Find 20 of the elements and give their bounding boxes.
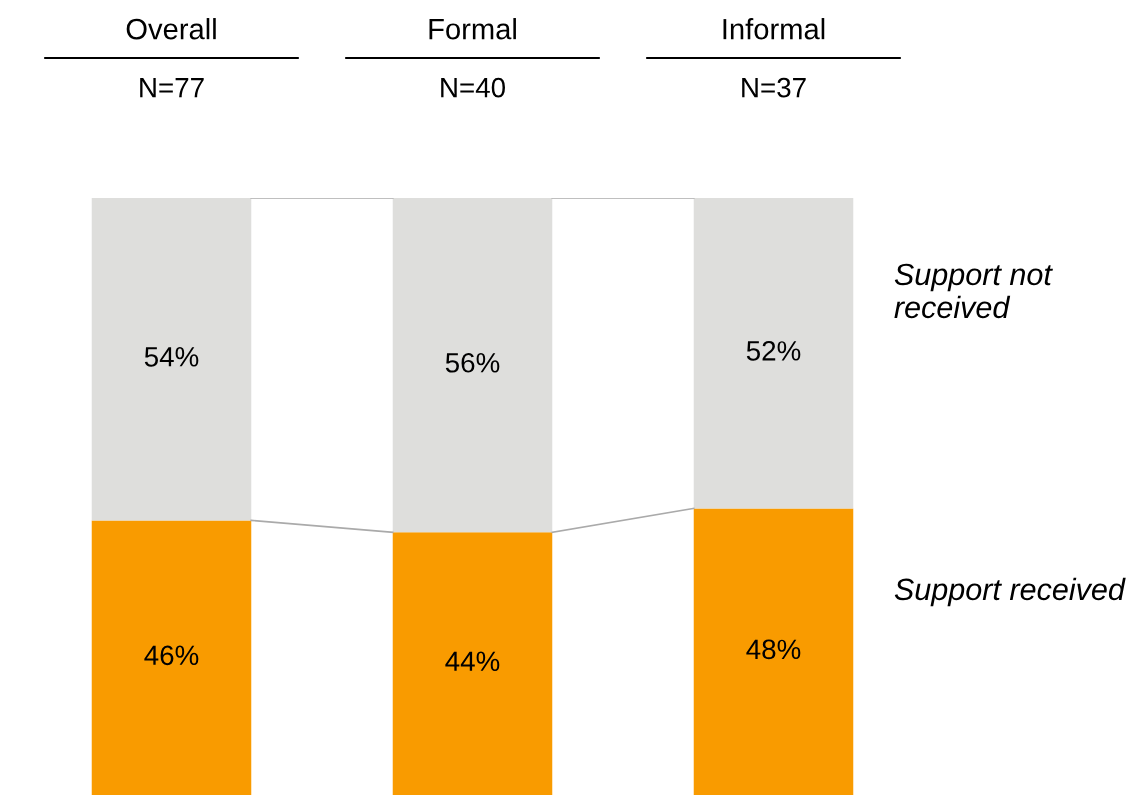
bar: [392, 198, 553, 533]
data-label: 52%: [746, 341, 801, 361]
bar: [693, 198, 854, 509]
data-label: 48%: [746, 639, 801, 660]
bar: [693, 508, 854, 795]
x-tick-label: Formal: [429, 18, 516, 40]
x-tick-label: Informal: [723, 18, 825, 40]
text: N=77: [140, 78, 204, 98]
series-label: Support received: [894, 577, 1126, 607]
bar: [91, 198, 252, 521]
text: N=40: [441, 77, 505, 98]
x-tick-label: Overall: [126, 18, 216, 40]
data-label: 46%: [144, 645, 199, 666]
bar: [392, 532, 553, 795]
text: N=37: [742, 77, 806, 98]
data-label: 56%: [445, 352, 500, 373]
series-label: Support not received: [894, 263, 1053, 319]
data-label: 54%: [144, 347, 199, 367]
data-label: 44%: [445, 651, 500, 672]
bar: [91, 520, 252, 795]
